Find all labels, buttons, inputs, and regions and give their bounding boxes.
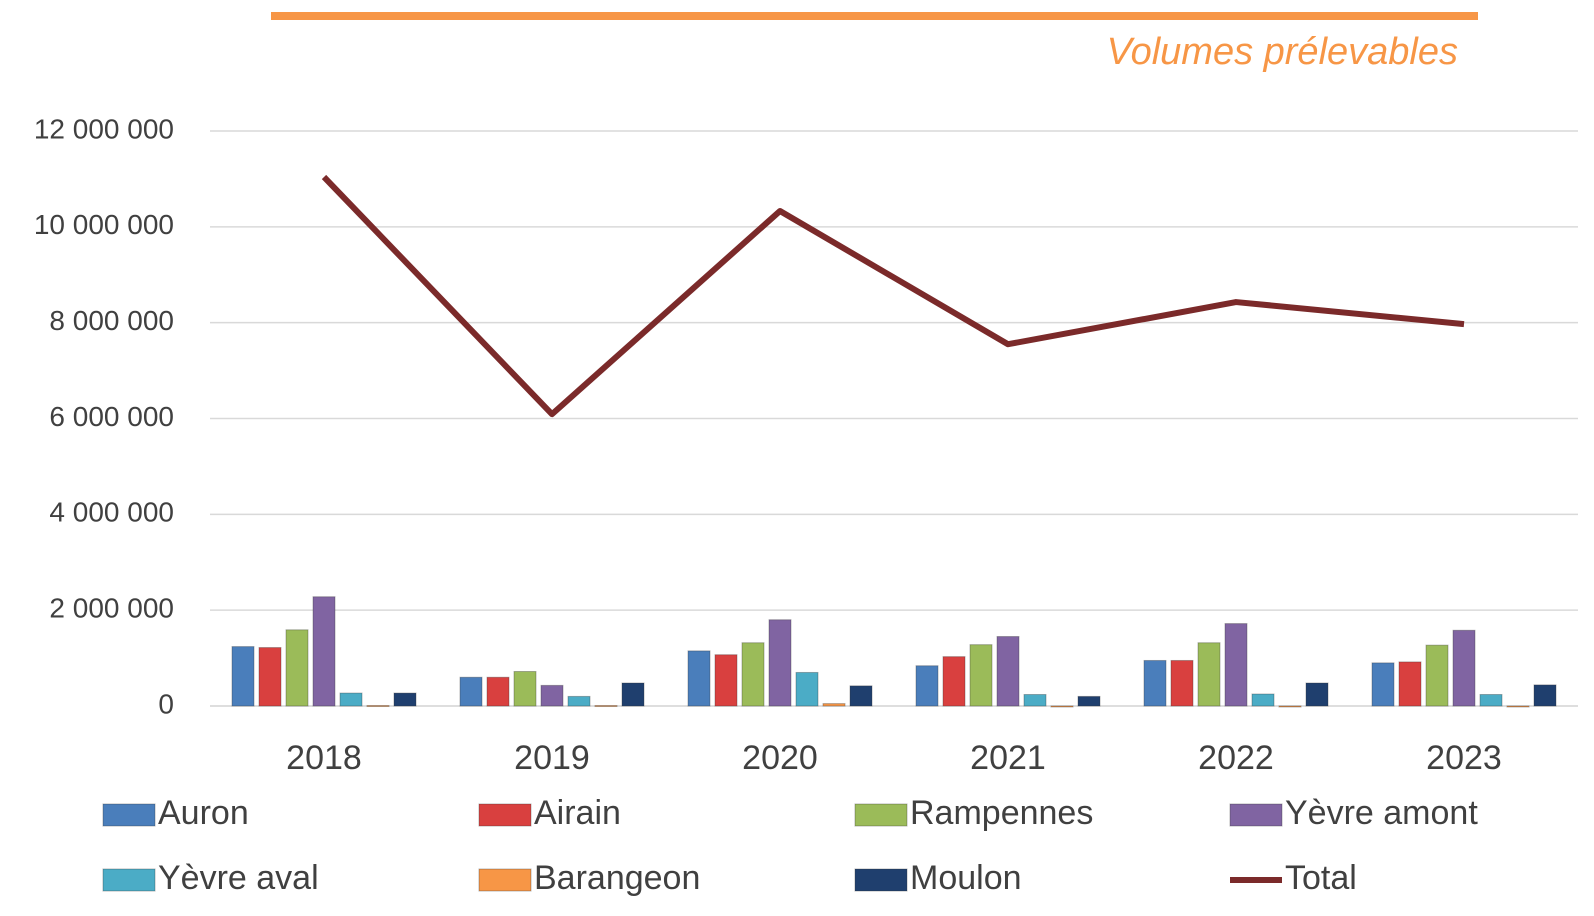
bar bbox=[795, 671, 819, 707]
bar bbox=[1533, 684, 1557, 707]
legend-swatch bbox=[102, 868, 156, 892]
bar bbox=[1452, 629, 1476, 707]
legend-swatch bbox=[854, 803, 908, 827]
bar bbox=[714, 654, 738, 707]
bar bbox=[285, 629, 309, 707]
x-tick-label: 2022 bbox=[1198, 739, 1274, 777]
bar bbox=[513, 671, 537, 707]
bar bbox=[459, 676, 483, 707]
legend-label: Yèvre amont bbox=[1285, 794, 1478, 832]
bar bbox=[1170, 659, 1194, 707]
bar bbox=[339, 692, 363, 707]
bar bbox=[1506, 705, 1530, 708]
y-tick-label: 4 000 000 bbox=[49, 497, 174, 528]
x-tick-label: 2018 bbox=[286, 739, 362, 777]
bar bbox=[915, 665, 939, 707]
bar bbox=[822, 703, 846, 707]
bar bbox=[687, 650, 711, 707]
bar bbox=[258, 647, 282, 707]
bar bbox=[849, 685, 873, 707]
bar bbox=[1143, 659, 1167, 707]
y-tick-label: 12 000 000 bbox=[34, 113, 174, 144]
x-tick-label: 2020 bbox=[742, 739, 818, 777]
bar bbox=[1278, 705, 1302, 708]
bar bbox=[231, 646, 255, 707]
bar bbox=[1425, 644, 1449, 707]
legend-label: Moulon bbox=[910, 859, 1022, 897]
x-tick-label: 2019 bbox=[514, 739, 590, 777]
y-tick-label: 8 000 000 bbox=[49, 305, 174, 336]
y-tick-label: 2 000 000 bbox=[49, 593, 174, 624]
legend-swatch bbox=[1229, 803, 1283, 827]
chart-title: Volumes prélevables bbox=[1107, 31, 1458, 73]
bar bbox=[594, 705, 618, 708]
line-series bbox=[321, 174, 1465, 418]
bar bbox=[1197, 642, 1221, 707]
legend-label: Total bbox=[1285, 859, 1357, 897]
bar bbox=[1398, 661, 1422, 707]
legend-label: Barangeon bbox=[534, 859, 700, 897]
bar bbox=[741, 642, 765, 707]
legend-swatch bbox=[854, 868, 908, 892]
legend-label: Yèvre aval bbox=[158, 859, 319, 897]
bar bbox=[393, 692, 417, 707]
bar bbox=[996, 636, 1020, 707]
x-tick-label: 2023 bbox=[1426, 739, 1502, 777]
bar bbox=[312, 596, 336, 707]
bar bbox=[1371, 662, 1395, 707]
y-tick-label: 10 000 000 bbox=[34, 209, 174, 240]
bar bbox=[1023, 694, 1047, 707]
bar bbox=[567, 695, 591, 707]
legend-label: Rampennes bbox=[910, 794, 1093, 832]
bar bbox=[621, 682, 645, 707]
bar bbox=[486, 676, 510, 707]
bar bbox=[969, 644, 993, 707]
bar bbox=[1224, 623, 1248, 707]
legend-label: Auron bbox=[158, 794, 249, 832]
bar bbox=[1479, 694, 1503, 707]
bar bbox=[1305, 682, 1329, 707]
bar bbox=[540, 684, 564, 707]
y-tick-label: 0 bbox=[158, 688, 174, 719]
legend-swatch bbox=[478, 868, 532, 892]
bar bbox=[1077, 695, 1101, 707]
bar bbox=[768, 619, 792, 707]
bar bbox=[1251, 693, 1275, 707]
legend-swatch bbox=[478, 803, 532, 827]
legend-swatch bbox=[102, 803, 156, 827]
bar bbox=[942, 656, 966, 707]
x-tick-label: 2021 bbox=[970, 739, 1046, 777]
bar bbox=[366, 705, 390, 708]
y-tick-label: 6 000 000 bbox=[49, 401, 174, 432]
legend-label: Airain bbox=[534, 794, 621, 832]
bar bbox=[1050, 705, 1074, 708]
